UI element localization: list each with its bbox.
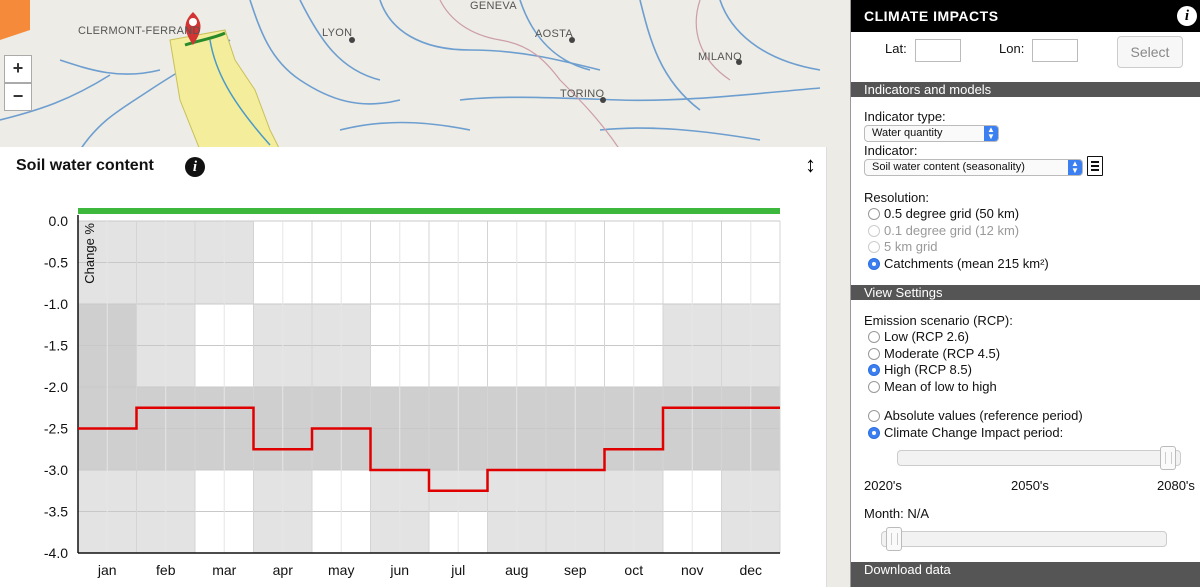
emission-option-label[interactable]: High (RCP 8.5) [884, 362, 972, 378]
y-tick-label: -2.0 [44, 379, 68, 395]
x-tick-label: mar [212, 562, 236, 578]
document-icon[interactable] [1087, 156, 1103, 176]
period-option-label[interactable]: Absolute values (reference period) [884, 408, 1083, 423]
month-slider[interactable] [881, 527, 1167, 551]
city-label: LYON [322, 27, 353, 39]
y-tick-label: 0.0 [49, 213, 69, 229]
indicator-type-select[interactable]: Water quantity ▲ ▼ [864, 125, 999, 142]
resolution-label: Resolution: [864, 190, 930, 205]
city-label: MILANO [698, 51, 742, 63]
emission-option-radio[interactable] [868, 347, 880, 360]
y-tick-label: -1.5 [44, 338, 68, 354]
lon-input[interactable] [1032, 39, 1078, 62]
resolution-option-label[interactable]: Catchments (mean 215 km²) [884, 256, 1049, 272]
series-line [78, 406, 780, 492]
section-indicators: Indicators and models [851, 82, 1200, 97]
resolution-option-label[interactable]: 0.5 degree grid (50 km) [884, 206, 1020, 221]
emission-option-radio[interactable] [868, 381, 880, 394]
resolution-option-label[interactable]: 5 km grid [884, 239, 938, 255]
period-slider[interactable] [897, 446, 1181, 470]
climate-impacts-panel: CLIMATE IMPACTS i Lat: Lon: Select Indic… [850, 0, 1200, 587]
emission-option-label[interactable]: Moderate (RCP 4.5) [884, 345, 1001, 361]
chart-svg: 0.0 -0.5 -1.0 -1.5 -2.0 -2.5 -3.0 -3.5 -4.0 jan fe… [44, 208, 781, 578]
resolution-option-radio[interactable] [868, 224, 880, 237]
emission-option-label[interactable]: Low (RCP 2.6) [884, 329, 970, 344]
zoom-in-button[interactable]: + [4, 55, 32, 83]
map-base [0, 0, 850, 150]
emission-option-radio[interactable] [868, 364, 880, 377]
select-button[interactable]: Select [1117, 36, 1183, 68]
indicator-type-label: Indicator type: [864, 109, 946, 124]
x-tick-label: nov [681, 562, 704, 578]
vertical-resize-icon[interactable]: ↕ [805, 152, 816, 177]
panel-header: CLIMATE IMPACTS i [851, 0, 1200, 32]
emission-option-label[interactable]: Mean of low to high [884, 379, 997, 395]
resolution-option-radio[interactable] [868, 208, 880, 220]
y-tick-label: -4.0 [44, 545, 68, 561]
city-label: TORINO [560, 88, 605, 100]
info-icon[interactable]: i [1177, 6, 1197, 26]
y-axis-label: Change % [82, 223, 97, 284]
y-tick-label: -3.0 [44, 462, 68, 478]
resolution-option-label[interactable]: 0.1 degree grid (12 km) [884, 222, 1020, 238]
x-tick-label: jan [97, 562, 117, 578]
chart-title: Soil water content [16, 157, 154, 174]
resolution-option-radio[interactable] [868, 241, 880, 254]
period-tick: 2050's [1011, 478, 1049, 493]
y-tick-label: -3.5 [44, 504, 68, 520]
month-slider-handle[interactable] [886, 527, 902, 551]
city-label: CLERMONT-FERRAND [78, 25, 201, 37]
x-tick-label: may [328, 562, 354, 578]
y-tick-label: -0.5 [44, 255, 68, 271]
period-option-radio[interactable] [868, 410, 880, 422]
x-tick-label: aug [505, 562, 528, 578]
panel-title: CLIMATE IMPACTS [864, 8, 999, 24]
section-download[interactable]: Download data [851, 562, 1200, 587]
x-tick-label: jun [389, 562, 409, 578]
emission-option-radio[interactable] [868, 331, 880, 343]
resolution-option-radio[interactable] [868, 258, 880, 271]
lon-label: Lon: [999, 41, 1025, 56]
x-tick-label: oct [624, 562, 643, 578]
period-option-radio[interactable] [868, 427, 880, 439]
period-slider-handle[interactable] [1160, 446, 1176, 470]
y-tick-label: -1.0 [44, 296, 68, 312]
map-marker-icon [185, 12, 201, 45]
zoom-out-button[interactable]: − [4, 83, 32, 111]
period-option-label[interactable]: Climate Change Impact period: [884, 425, 1064, 440]
chevron-updown-icon: ▲ ▼ [984, 126, 998, 141]
indicator-select[interactable]: Soil water content (seasonality) ▲ ▼ [864, 159, 1083, 176]
section-view-settings: View Settings [851, 285, 1200, 300]
x-tick-label: feb [156, 562, 176, 578]
emission-label: Emission scenario (RCP): [864, 313, 1013, 328]
city-label: AOSTA [535, 28, 573, 40]
y-tick-label: -2.5 [44, 421, 68, 437]
chevron-updown-icon: ▲ ▼ [1068, 160, 1082, 175]
month-label: Month: N/A [864, 506, 930, 521]
chart-panel: 0.0 -0.5 -1.0 -1.5 -2.0 -2.5 -3.0 -3.5 -4.0 jan fe… [0, 147, 827, 587]
significance-bar [78, 208, 780, 214]
lat-input[interactable] [915, 39, 961, 62]
x-tick-label: sep [564, 562, 587, 578]
x-tick-label: jul [450, 562, 465, 578]
x-tick-label: dec [739, 562, 762, 578]
period-tick: 2020's [864, 478, 902, 493]
period-tick: 2080's [1157, 478, 1195, 493]
lat-label: Lat: [885, 41, 907, 56]
city-label: GENEVA [470, 0, 517, 12]
indicator-label: Indicator: [864, 143, 918, 158]
x-tick-label: apr [273, 562, 294, 578]
info-icon[interactable]: i [185, 157, 205, 177]
